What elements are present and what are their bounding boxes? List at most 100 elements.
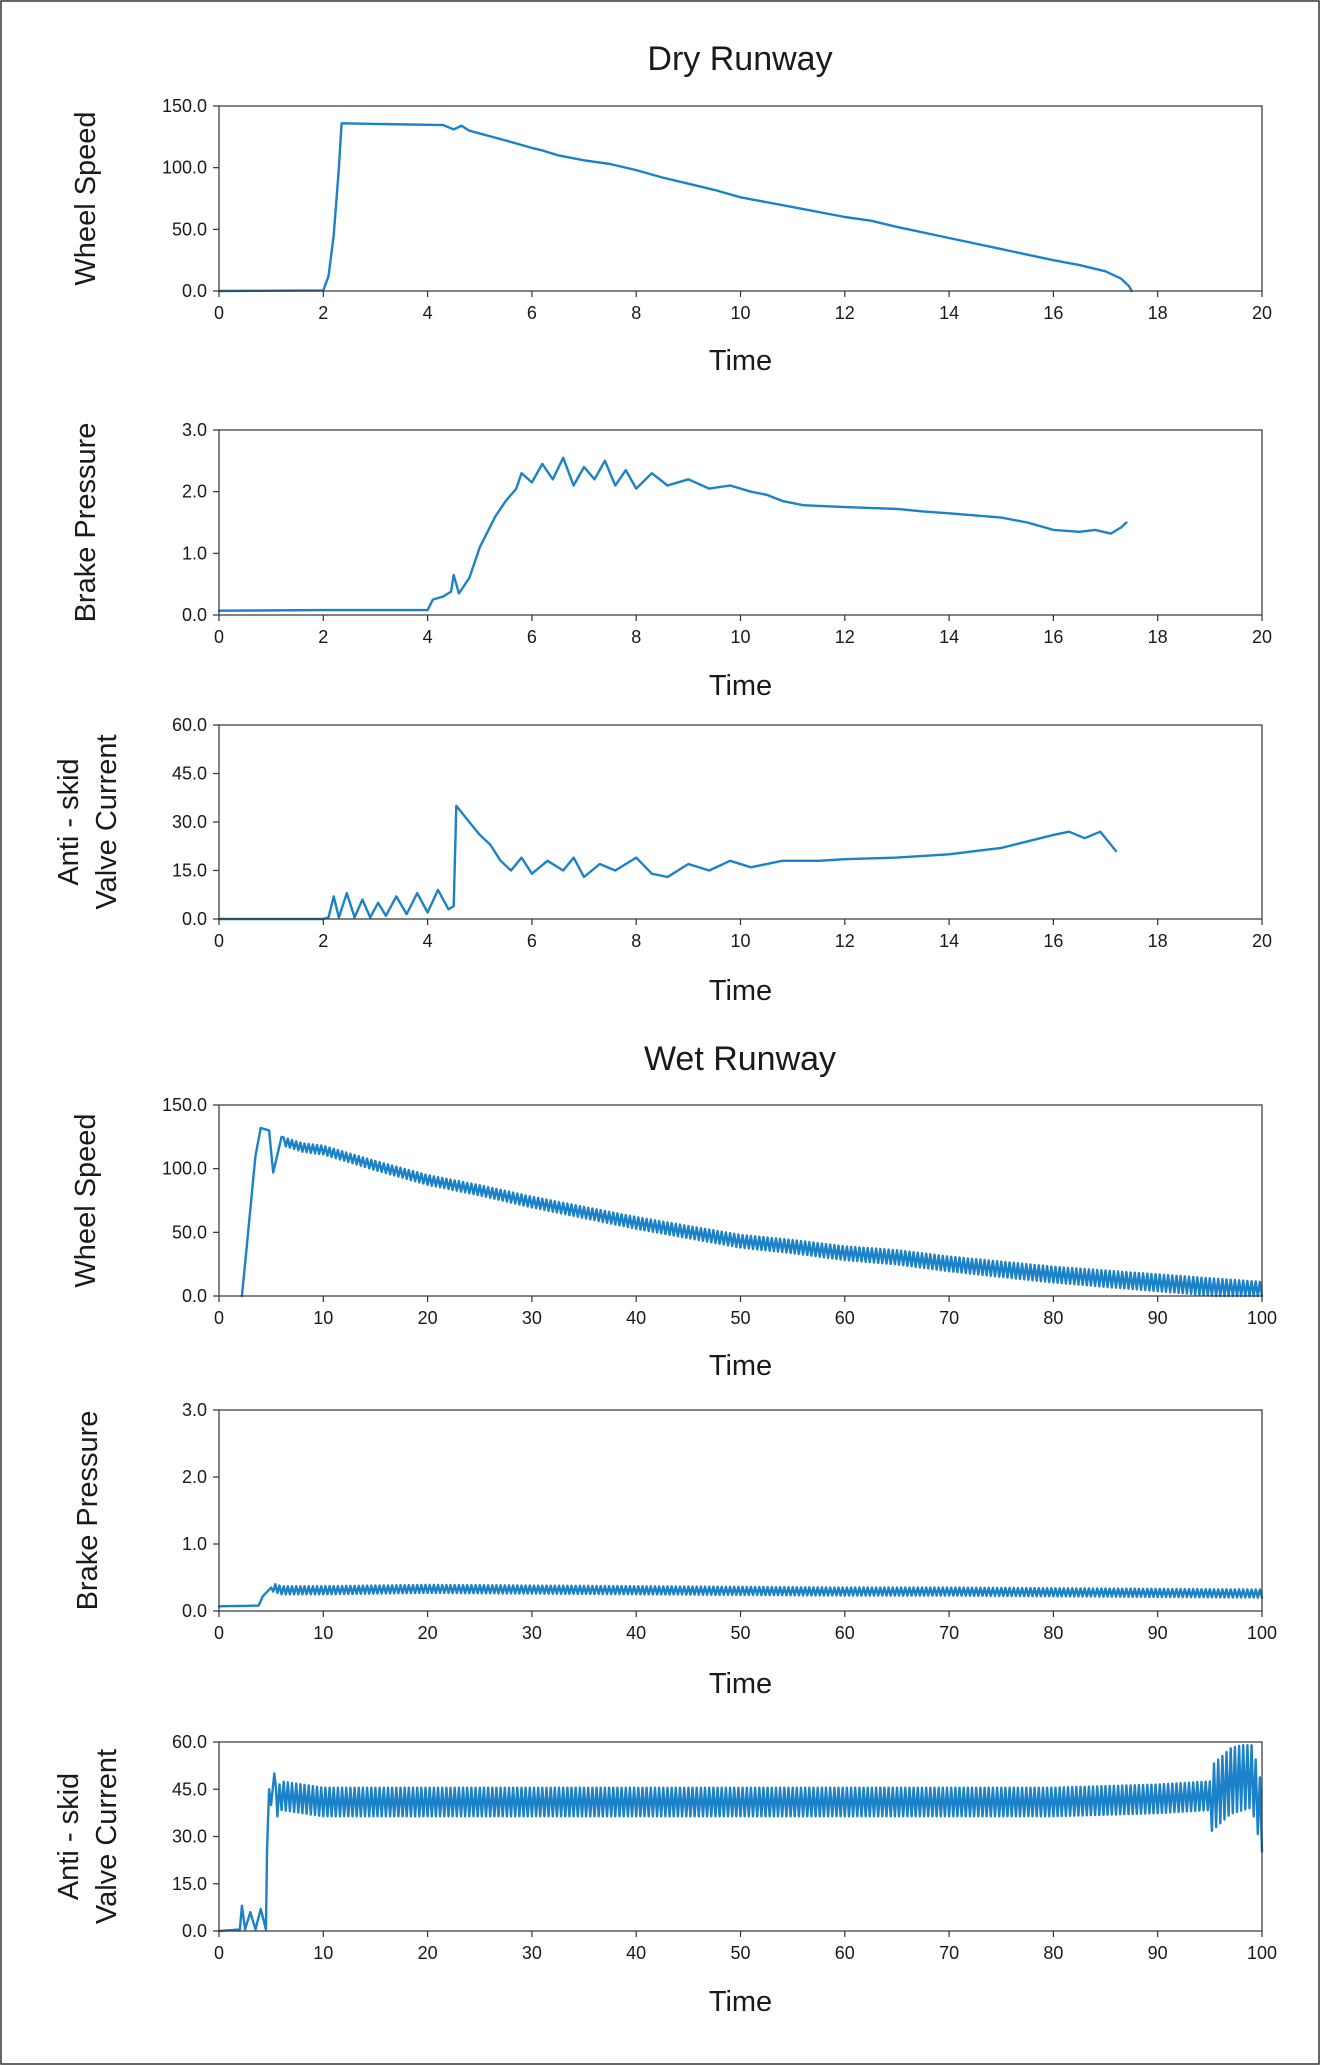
wet-wheel-speed-plot-frame <box>218 1104 1263 1297</box>
wet-valve-current-x-tick-label: 0 <box>214 1943 224 1963</box>
wet-wheel-speed-x-tick-label: 50 <box>730 1308 750 1328</box>
dry-brake-pressure-x-tick-label: 8 <box>631 627 641 647</box>
wet-wheel-speed-y-tick-label: 150.0 <box>162 1095 207 1115</box>
dry-wheel-speed-x-tick-label: 12 <box>835 303 855 323</box>
wet-brake-pressure-x-tick-label: 40 <box>626 1623 646 1643</box>
wet-valve-current-y-axis-label: Valve Current <box>91 1749 123 1924</box>
dry-valve-current-y-axis-label: Anti - skid <box>53 758 85 885</box>
wet-brake-pressure-y-tick-label: 1.0 <box>182 1534 207 1554</box>
wet-valve-current-x-tick-label: 50 <box>730 1943 750 1963</box>
dry-brake-pressure-y-tick-label: 1.0 <box>182 543 207 563</box>
dry-brake-pressure-chart: 0 2 4 6 8 10 12 14 16 18 20 0.0 1.0 2.0 3.0 Time Brake P… <box>70 420 1272 702</box>
wet-wheel-speed-x-tick-label: 30 <box>522 1308 542 1328</box>
dry-valve-current-y-axis-label: Valve Current <box>91 734 123 909</box>
wet-wheel-speed-x-tick-label: 80 <box>1043 1308 1063 1328</box>
dry-brake-pressure-y-tick-label: 2.0 <box>182 482 207 502</box>
wet-brake-pressure-plot-frame <box>218 1409 1263 1612</box>
dry-valve-current-x-tick-label: 4 <box>423 931 433 951</box>
dry-brake-pressure-x-tick-label: 18 <box>1148 627 1168 647</box>
wet-valve-current-x-tick-label: 10 <box>313 1943 333 1963</box>
dry-brake-pressure-y-tick-label: 0.0 <box>182 605 207 625</box>
wet-brake-pressure-y-axis-label: Brake Pressure <box>72 1411 104 1611</box>
dry-valve-current-x-tick-label: 6 <box>527 931 537 951</box>
wet-brake-pressure-x-tick-label: 100 <box>1247 1623 1277 1643</box>
dry-wheel-speed-x-tick-label: 2 <box>318 303 328 323</box>
dry-valve-current-y-tick-label: 30.0 <box>172 812 207 832</box>
wet-brake-pressure-x-tick-label: 80 <box>1043 1623 1063 1643</box>
wet-brake-pressure-x-tick-label: 0 <box>214 1623 224 1643</box>
dry-valve-current-plot-frame <box>218 724 1263 920</box>
dry-wheel-speed-series-line <box>217 122 1133 293</box>
wet-valve-current-x-axis-label: Time <box>709 1986 772 2018</box>
wet-valve-current-plot-frame <box>218 1741 1263 1932</box>
dry-valve-current-y-tick-label: 0.0 <box>182 909 207 929</box>
wet-runway-title: Wet Runway <box>644 1040 836 1078</box>
wet-brake-pressure-x-tick-label: 50 <box>730 1623 750 1643</box>
wet-valve-current-y-axis-label: Anti - skid <box>53 1773 85 1900</box>
dry-valve-current-y-tick-label: 60.0 <box>172 715 207 735</box>
dry-brake-pressure-x-tick-label: 10 <box>730 627 750 647</box>
wet-valve-current-x-tick-label: 90 <box>1148 1943 1168 1963</box>
wet-brake-pressure-x-tick-label: 60 <box>835 1623 855 1643</box>
dry-valve-current-x-tick-label: 2 <box>318 931 328 951</box>
wet-wheel-speed-y-tick-label: 0.0 <box>182 1286 207 1306</box>
dry-valve-current-x-tick-label: 20 <box>1252 931 1272 951</box>
dry-wheel-speed-x-tick-label: 16 <box>1043 303 1063 323</box>
wet-valve-current-x-tick-label: 20 <box>418 1943 438 1963</box>
dry-brake-pressure-x-axis-label: Time <box>709 670 772 702</box>
wet-brake-pressure-x-tick-label: 30 <box>522 1623 542 1643</box>
dry-brake-pressure-x-tick-label: 4 <box>423 627 433 647</box>
wet-valve-current-x-tick-label: 40 <box>626 1943 646 1963</box>
wet-wheel-speed-x-tick-label: 90 <box>1148 1308 1168 1328</box>
dry-valve-current-y-tick-label: 45.0 <box>172 764 207 784</box>
dry-valve-current-x-axis-label: Time <box>709 975 772 1007</box>
dry-wheel-speed-y-tick-label: 0.0 <box>182 281 207 301</box>
wet-wheel-speed-x-tick-label: 60 <box>835 1308 855 1328</box>
dry-wheel-speed-x-axis-label: Time <box>709 345 772 377</box>
dry-wheel-speed-y-tick-label: 100.0 <box>162 158 207 178</box>
dry-wheel-speed-y-axis-label: Wheel Speed <box>70 111 102 285</box>
wet-wheel-speed-x-tick-label: 10 <box>313 1308 333 1328</box>
wet-wheel-speed-x-tick-label: 100 <box>1247 1308 1277 1328</box>
wet-valve-current-series-line <box>217 1744 1264 1933</box>
dry-valve-current-chart: 0 2 4 6 8 10 12 14 16 18 20 0.0 15.0 30.0 45.0 60.0 Time… <box>53 715 1272 1007</box>
wet-valve-current-y-tick-label: 60.0 <box>172 1732 207 1752</box>
dry-valve-current-x-tick-label: 18 <box>1148 931 1168 951</box>
dry-wheel-speed-x-tick-label: 6 <box>527 303 537 323</box>
dry-wheel-speed-chart: 0 2 4 6 8 10 12 14 16 18 20 0.0 50.0 100.0 150.0 Time Wh… <box>70 96 1272 377</box>
dry-brake-pressure-x-tick-label: 2 <box>318 627 328 647</box>
dry-wheel-speed-x-tick-label: 18 <box>1148 303 1168 323</box>
dry-valve-current-x-tick-label: 12 <box>835 931 855 951</box>
dry-brake-pressure-x-tick-label: 14 <box>939 627 959 647</box>
dry-valve-current-series-line <box>217 804 1118 921</box>
wet-brake-pressure-chart: 0 10 20 30 40 50 60 70 80 90 100 0.0 1.0 2.0 3.0 Time Br… <box>72 1400 1277 1700</box>
wet-valve-current-x-tick-label: 30 <box>522 1943 542 1963</box>
dry-wheel-speed-x-tick-label: 4 <box>423 303 433 323</box>
wet-brake-pressure-x-tick-label: 20 <box>418 1623 438 1643</box>
dry-brake-pressure-y-tick-label: 3.0 <box>182 420 207 440</box>
dry-wheel-speed-x-tick-label: 10 <box>730 303 750 323</box>
wet-wheel-speed-y-axis-label: Wheel Speed <box>70 1113 102 1287</box>
dry-wheel-speed-y-tick-label: 50.0 <box>172 219 207 239</box>
wet-brake-pressure-y-tick-label: 2.0 <box>182 1467 207 1487</box>
wet-valve-current-y-tick-label: 15.0 <box>172 1874 207 1894</box>
wet-wheel-speed-chart: 0 10 20 30 40 50 60 70 80 90 100 0.0 50.0 100.0 150.0 T… <box>70 1095 1277 1382</box>
chart-panels: 0 2 4 6 8 10 12 14 16 18 200.050.0100.0150.0TimeWh… <box>53 96 1277 2018</box>
dry-valve-current-y-tick-label: 15.0 <box>172 861 207 881</box>
dry-valve-current-x-tick-label: 10 <box>730 931 750 951</box>
wet-brake-pressure-x-tick-label: 10 <box>313 1623 333 1643</box>
wet-valve-current-y-tick-label: 30.0 <box>172 1827 207 1847</box>
dry-wheel-speed-x-tick-label: 0 <box>214 303 224 323</box>
dry-brake-pressure-series-line <box>217 456 1128 612</box>
dry-brake-pressure-x-tick-label: 16 <box>1043 627 1063 647</box>
wet-valve-current-x-tick-label: 100 <box>1247 1943 1277 1963</box>
wet-brake-pressure-y-tick-label: 0.0 <box>182 1601 207 1621</box>
wet-valve-current-y-tick-label: 0.0 <box>182 1921 207 1941</box>
wet-wheel-speed-series-line <box>240 1126 1264 1298</box>
dry-wheel-speed-x-tick-label: 8 <box>631 303 641 323</box>
dry-brake-pressure-x-tick-label: 12 <box>835 627 855 647</box>
wet-valve-current-x-tick-label: 70 <box>939 1943 959 1963</box>
wet-valve-current-chart: 0 10 20 30 40 50 60 70 80 90 100 0.0 15.0 30.0 45.0 60.… <box>53 1732 1277 2018</box>
